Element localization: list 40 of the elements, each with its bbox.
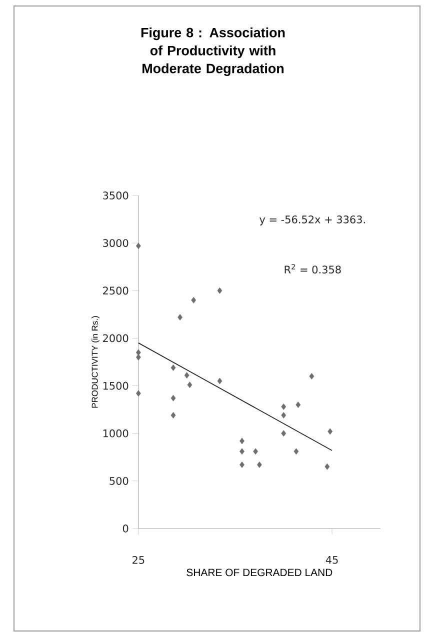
point — [309, 373, 314, 380]
point — [256, 462, 262, 468]
point — [240, 438, 244, 444]
point — [136, 354, 141, 360]
point — [281, 430, 286, 437]
y-axis-title: PRODUCTIVITY (in Rs.) — [92, 316, 100, 408]
point — [136, 390, 141, 397]
point — [191, 296, 196, 304]
point — [136, 242, 141, 250]
point — [324, 463, 330, 470]
y-tick-label: 1500 — [103, 382, 128, 390]
point — [170, 412, 176, 418]
annotation: y = -56.52x + 3363. — [260, 215, 365, 226]
x-axis-title: SHARE OF DEGRADED LAND — [186, 568, 332, 576]
annotation: R$^{2}$ = 0.358 — [284, 264, 341, 274]
point — [170, 394, 176, 402]
point — [217, 287, 222, 294]
point — [253, 448, 258, 455]
point — [240, 448, 244, 455]
y-tick-label: 500 — [110, 476, 128, 485]
y-tick-label: 2000 — [103, 334, 128, 342]
point — [328, 428, 333, 435]
point — [281, 412, 286, 418]
point — [240, 462, 244, 468]
y-tick-label: 1000 — [103, 429, 128, 438]
point — [178, 314, 182, 320]
chart-title: Figure 8 : Association of Productivity with Moderate Degradation — [141, 28, 285, 76]
y-tick-label: 3000 — [103, 239, 128, 248]
point — [281, 404, 286, 410]
y-tick-label: 2500 — [103, 286, 128, 295]
x-tick-label: 45 — [326, 556, 338, 564]
point — [217, 378, 222, 384]
y-tick-label: 3500 — [103, 192, 128, 200]
point — [294, 448, 299, 455]
point — [170, 364, 176, 371]
point — [296, 402, 301, 408]
point — [187, 382, 192, 388]
y-tick-label: 0 — [122, 524, 128, 532]
x-tick-label: 25 — [132, 556, 144, 564]
point — [184, 372, 190, 378]
